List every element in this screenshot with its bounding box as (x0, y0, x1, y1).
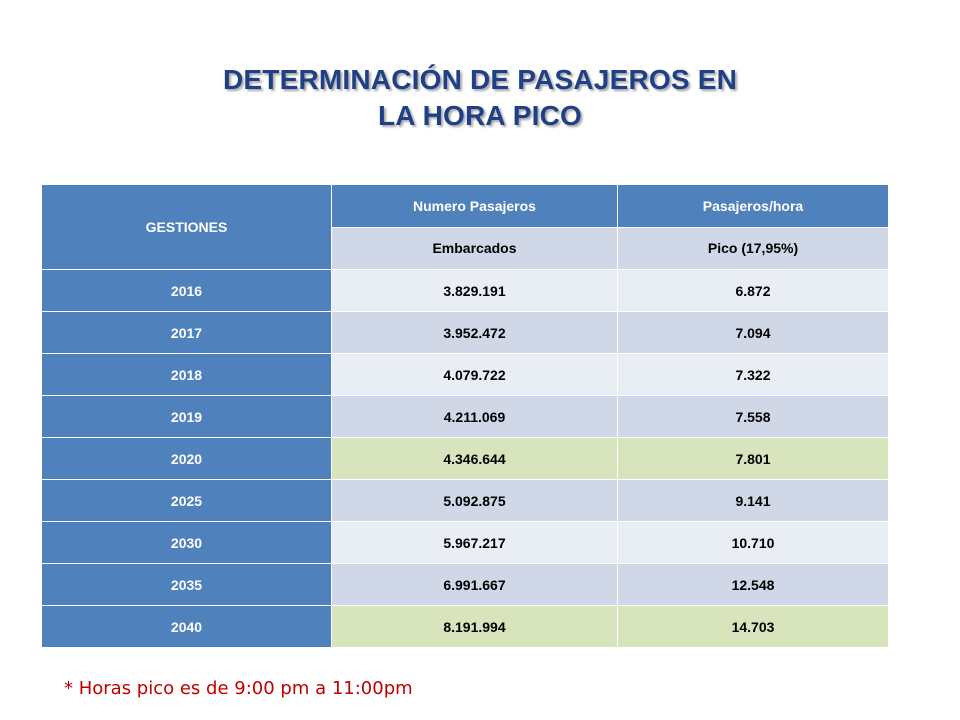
year-cell: 2017 (41, 311, 332, 354)
title-line-1: DETERMINACIÓN DE PASAJEROS EN (222, 64, 737, 95)
title-line-2: LA HORA PICO (377, 100, 583, 131)
pico-cell: 14.703 (617, 605, 889, 648)
year-cell: 2030 (41, 521, 332, 564)
embarcados-cell: 6.991.667 (331, 563, 618, 606)
table-row: 2040 8.191.994 14.703 (41, 605, 889, 648)
pico-cell: 7.801 (617, 437, 889, 480)
embarcados-cell: 4.211.069 (331, 395, 618, 438)
table-row: 2020 4.346.644 7.801 (41, 437, 889, 480)
table-row: 2017 3.952.472 7.094 (41, 311, 889, 354)
year-cell: 2020 (41, 437, 332, 480)
table-row: 2025 5.092.875 9.141 (41, 479, 889, 522)
pico-cell: 6.872 (617, 269, 889, 312)
pico-cell: 7.322 (617, 353, 889, 396)
year-cell: 2025 (41, 479, 332, 522)
pico-cell: 9.141 (617, 479, 889, 522)
table-row: 2030 5.967.217 10.710 (41, 521, 889, 564)
year-cell: 2016 (41, 269, 332, 312)
embarcados-cell: 3.952.472 (331, 311, 618, 354)
table-row: 2019 4.211.069 7.558 (41, 395, 889, 438)
table-body: 2016 3.829.191 6.872 2017 3.952.472 7.094 2018… (41, 269, 889, 648)
pico-cell: 7.094 (617, 311, 889, 354)
header-pasajeros-hora: Pasajeros/hora (617, 184, 889, 228)
embarcados-cell: 3.829.191 (331, 269, 618, 312)
year-cell: 2040 (41, 605, 332, 648)
embarcados-cell: 8.191.994 (331, 605, 618, 648)
year-cell: 2018 (41, 353, 332, 396)
year-cell: 2019 (41, 395, 332, 438)
table-row: 2035 6.991.667 12.548 (41, 563, 889, 606)
pico-cell: 10.710 (617, 521, 889, 564)
header-gestiones: GESTIONES (41, 184, 332, 270)
table-row: 2016 3.829.191 6.872 (41, 269, 889, 312)
header-numero-pasajeros: Numero Pasajeros (331, 184, 618, 228)
embarcados-cell: 4.346.644 (331, 437, 618, 480)
header-embarcados: Embarcados (331, 226, 618, 270)
header-pico: Pico (17,95%) (617, 226, 889, 270)
embarcados-cell: 4.079.722 (331, 353, 618, 396)
passenger-table: GESTIONES Numero Pasajeros Pasajeros/hor… (41, 184, 889, 648)
pico-cell: 7.558 (617, 395, 889, 438)
page-title: DETERMINACIÓN DE PASAJEROS EN LA HORA PI… (0, 62, 960, 134)
pico-cell: 12.548 (617, 563, 889, 606)
embarcados-cell: 5.092.875 (331, 479, 618, 522)
embarcados-cell: 5.967.217 (331, 521, 618, 564)
year-cell: 2035 (41, 563, 332, 606)
footnote: * Horas pico es de 9:00 pm a 11:00pm (64, 678, 413, 699)
table-row: 2018 4.079.722 7.322 (41, 353, 889, 396)
